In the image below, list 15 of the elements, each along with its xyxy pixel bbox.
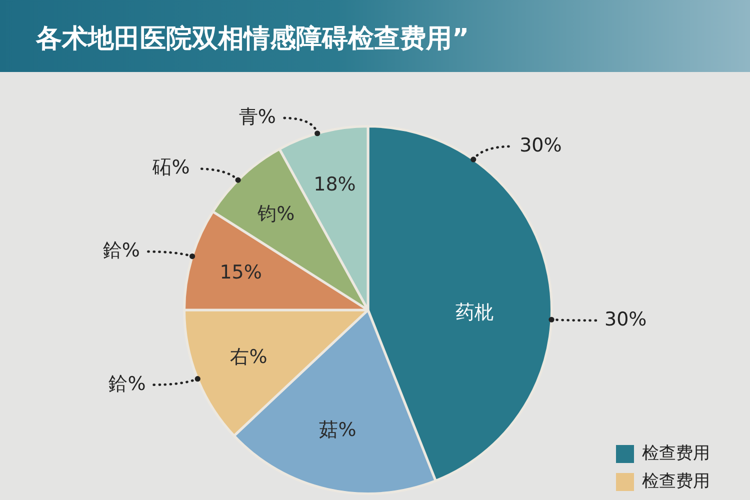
text: 30% xyxy=(604,308,647,330)
text: 钧% xyxy=(256,202,295,225)
text: 15% xyxy=(220,261,262,284)
text: 砳% xyxy=(152,156,190,179)
text: 菇% xyxy=(319,419,356,442)
text: 右% xyxy=(230,346,268,368)
text: 鉿% xyxy=(102,240,140,262)
text: 30% xyxy=(520,134,562,156)
text: 药枇 xyxy=(456,302,494,324)
text: 青% xyxy=(238,106,276,128)
text: 18% xyxy=(314,174,356,196)
text: 鉿% xyxy=(108,372,146,395)
legend-label: 检查费用 xyxy=(642,471,710,492)
legend-label: 检查费用 xyxy=(642,443,710,464)
chart-title: 各术地田医院双相情感障碍检查费用” xyxy=(36,23,470,56)
